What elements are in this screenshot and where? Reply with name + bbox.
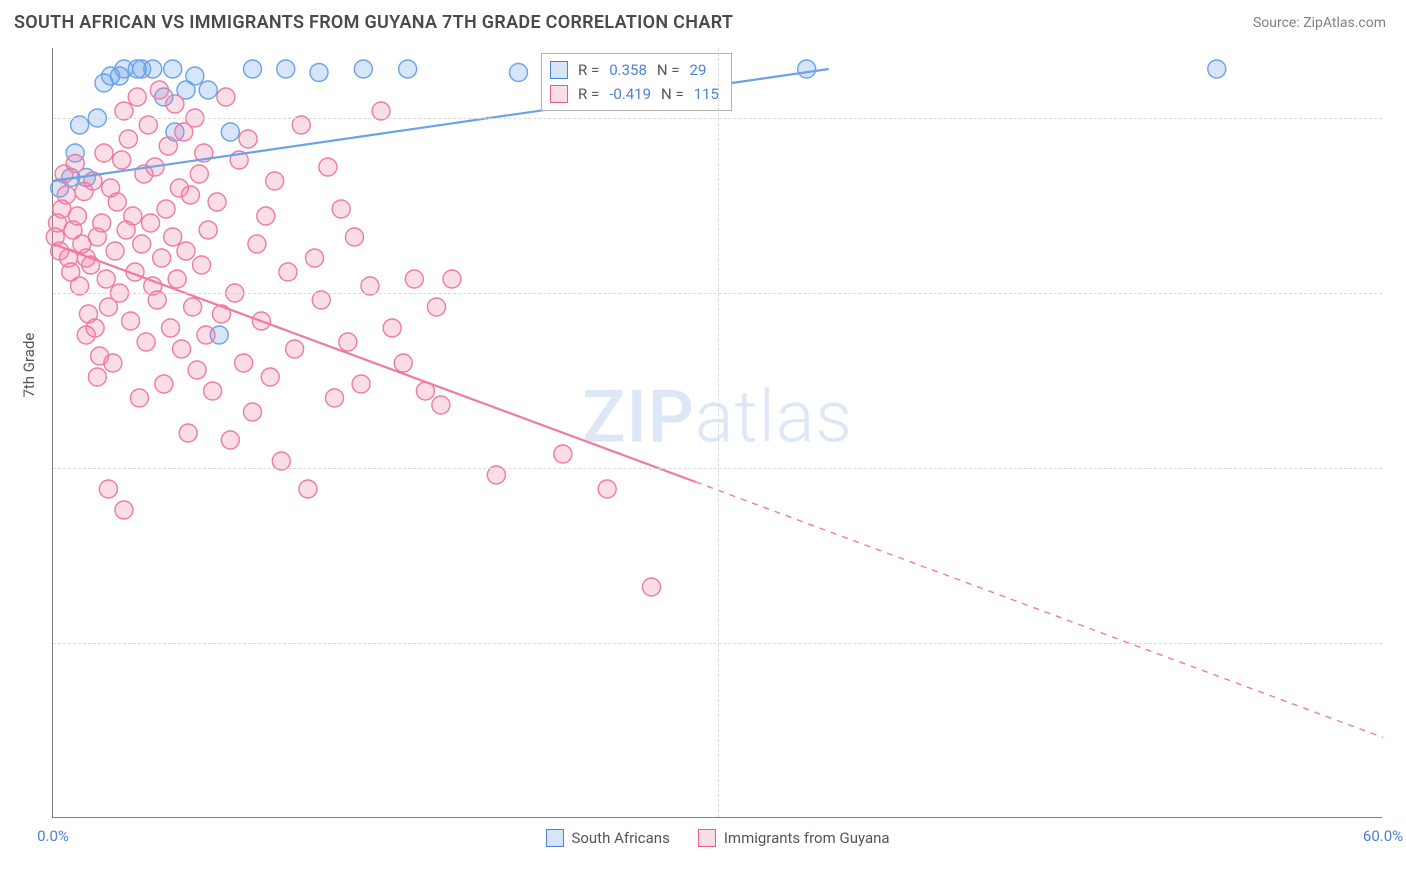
legend-item-series0: South Africans bbox=[545, 829, 669, 847]
r-value-1: -0.419 bbox=[609, 82, 651, 106]
n-label-0: N = bbox=[657, 58, 680, 82]
x-tick-label: 0.0% bbox=[37, 827, 69, 845]
legend-swatch-series0 bbox=[545, 829, 563, 847]
r-value-0: 0.358 bbox=[609, 58, 647, 82]
legend-item-series1: Immigrants from Guyana bbox=[698, 829, 890, 847]
y-tick-label: 90.0% bbox=[1390, 459, 1406, 477]
x-tick-label: 60.0% bbox=[1363, 827, 1403, 845]
y-tick-label: 100.0% bbox=[1390, 109, 1406, 127]
chart-plot-area: ZIPatlas R = 0.358 N = 29 R = -0.419 N =… bbox=[52, 48, 1382, 818]
y-axis-label: 7th Grade bbox=[20, 333, 38, 398]
swatch-series1 bbox=[550, 85, 568, 103]
legend-label-series1: Immigrants from Guyana bbox=[724, 829, 890, 847]
chart-header: SOUTH AFRICAN VS IMMIGRANTS FROM GUYANA … bbox=[0, 0, 1406, 41]
swatch-series0 bbox=[550, 61, 568, 79]
r-label-0: R = bbox=[578, 58, 599, 82]
legend-swatch-series1 bbox=[698, 829, 716, 847]
series-legend: South Africans Immigrants from Guyana bbox=[545, 829, 889, 847]
chart-source: Source: ZipAtlas.com bbox=[1253, 15, 1386, 31]
correlation-legend: R = 0.358 N = 29 R = -0.419 N = 115 bbox=[541, 53, 732, 111]
n-value-0: 29 bbox=[690, 58, 707, 82]
n-label-1: N = bbox=[661, 82, 684, 106]
y-tick-label: 85.0% bbox=[1390, 634, 1406, 652]
legend-label-series0: South Africans bbox=[571, 829, 669, 847]
n-value-1: 115 bbox=[694, 82, 719, 106]
chart-title: SOUTH AFRICAN VS IMMIGRANTS FROM GUYANA … bbox=[14, 12, 733, 33]
y-tick-label: 95.0% bbox=[1390, 284, 1406, 302]
r-label-1: R = bbox=[578, 82, 599, 106]
correlation-row-series0: R = 0.358 N = 29 bbox=[550, 58, 719, 82]
correlation-row-series1: R = -0.419 N = 115 bbox=[550, 82, 719, 106]
